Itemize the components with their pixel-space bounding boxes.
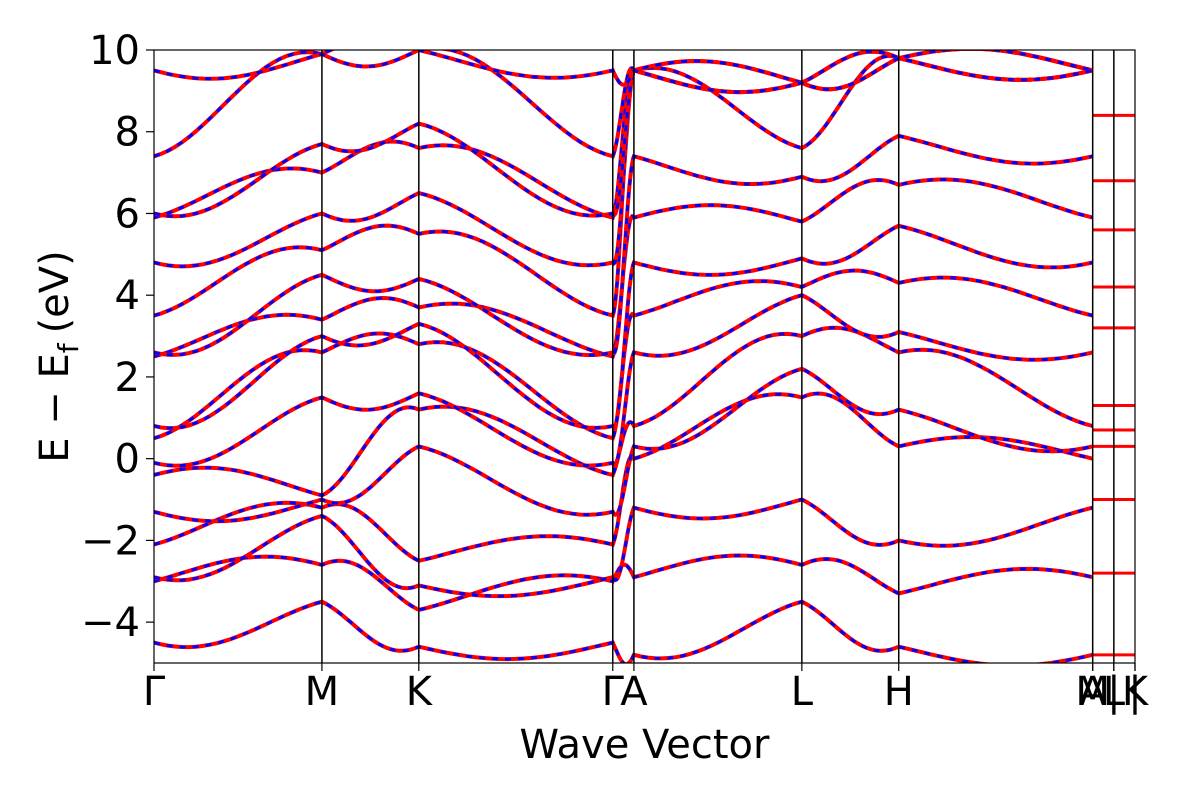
x-tick-label: A — [1079, 669, 1107, 715]
band-line — [154, 56, 1094, 218]
plot-frame — [153, 49, 1136, 664]
x-tick-label: Γ — [143, 669, 166, 715]
band-line — [154, 134, 1094, 357]
x-tick-label: | — [1107, 669, 1120, 715]
band-line — [154, 268, 1094, 441]
y-axis-label-main: E − E — [32, 353, 78, 463]
band-line — [154, 367, 1094, 523]
band-line — [154, 600, 1094, 663]
y-tick-label: 10 — [89, 28, 140, 74]
band-line — [154, 293, 1094, 468]
band-line — [154, 224, 1094, 430]
x-tick-label: Γ — [602, 669, 625, 715]
x-axis-label: Wave Vector — [520, 722, 771, 768]
y-tick-label: −2 — [81, 518, 140, 564]
y-axis-label-subscript: f — [52, 342, 85, 353]
bands-layer — [154, 50, 1135, 663]
x-tick-label: H — [884, 669, 914, 715]
x-tick-label: M — [1075, 669, 1110, 715]
band-line — [154, 50, 1094, 95]
x-tick-label: L — [1103, 669, 1126, 715]
y-tick-label: 2 — [115, 355, 140, 401]
y-axis-label: E − Ef (eV) — [32, 250, 85, 463]
high-symmetry-lines — [321, 50, 1115, 663]
x-tick-label: K — [406, 669, 434, 715]
x-axis-ticks: Γ M K ΓA L H AM|L |K — [143, 663, 1150, 715]
band-line — [154, 553, 1094, 612]
band-line — [154, 50, 1094, 159]
y-axis-ticks: −4 −2 0 2 4 6 8 10 — [81, 28, 154, 646]
x-tick-label: | — [1128, 669, 1141, 715]
band-line — [154, 326, 1094, 498]
y-tick-label: 4 — [115, 273, 140, 319]
band-line — [154, 497, 1094, 598]
x-tick-label: K — [1122, 669, 1150, 715]
x-tick-label: A — [620, 669, 648, 715]
y-tick-label: 0 — [115, 437, 140, 483]
x-tick-label: M — [305, 669, 340, 715]
y-axis-label-unit: (eV) — [32, 250, 78, 333]
band-line — [154, 50, 1094, 220]
y-tick-label: 8 — [115, 110, 140, 156]
y-tick-label: −4 — [81, 600, 140, 646]
x-tick-label: L — [791, 669, 814, 715]
y-tick-label: 6 — [115, 191, 140, 237]
